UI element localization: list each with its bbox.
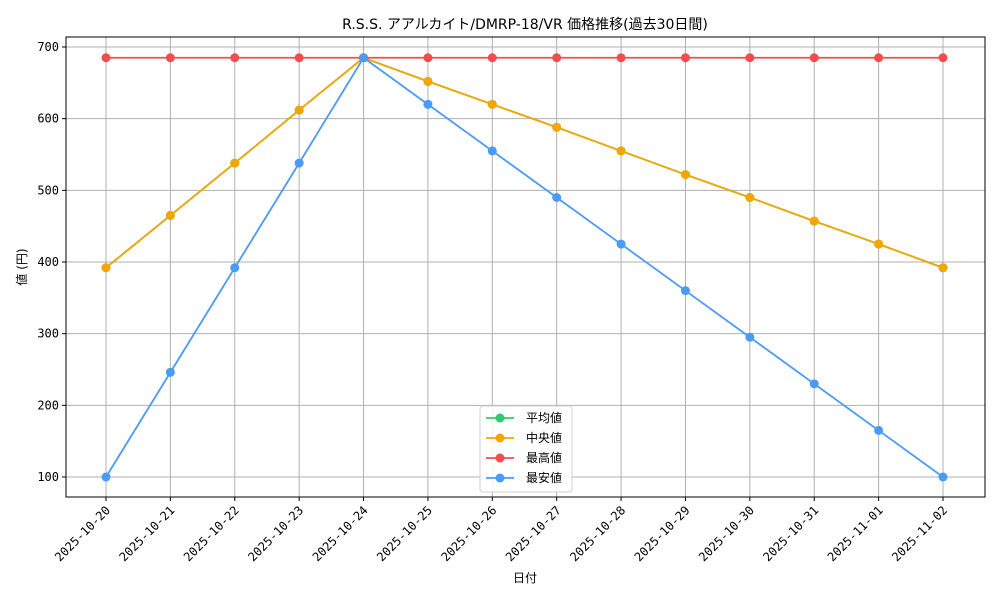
- data-point: [874, 53, 884, 63]
- x-tick-label: 2025-10-25: [374, 503, 435, 564]
- data-point: [938, 472, 948, 482]
- series-平均値: [101, 53, 948, 273]
- legend-label: 中央値: [526, 430, 562, 445]
- y-tick-label: 700: [37, 40, 59, 54]
- y-axis-label: 値 (円): [14, 248, 29, 285]
- x-tick-label: 2025-10-29: [632, 503, 693, 564]
- data-point: [230, 263, 240, 273]
- data-point: [101, 472, 111, 482]
- data-point: [230, 158, 240, 168]
- data-point: [680, 53, 690, 63]
- x-tick-label: 2025-10-28: [567, 503, 628, 564]
- series-line: [105, 56, 944, 478]
- x-tick-label: 2025-10-27: [503, 503, 564, 564]
- y-tick-label: 300: [37, 327, 59, 341]
- x-axis-label: 日付: [513, 571, 537, 585]
- data-point: [616, 53, 626, 63]
- series-line: [105, 56, 944, 269]
- legend-marker-icon: [495, 473, 505, 483]
- legend-marker-icon: [495, 413, 505, 423]
- y-tick-label: 200: [37, 398, 59, 412]
- data-point: [230, 53, 240, 63]
- legend-item: 平均値: [486, 410, 562, 425]
- data-point: [809, 53, 819, 63]
- data-point: [294, 53, 304, 63]
- x-tick-label: 2025-10-31: [760, 503, 821, 564]
- data-point: [423, 76, 433, 86]
- x-tick-label: 2025-10-20: [52, 503, 113, 564]
- legend-item: 中央値: [486, 430, 562, 445]
- legend-box: [479, 405, 573, 493]
- data-point: [616, 239, 626, 249]
- data-point: [874, 425, 884, 435]
- legend-item: 最高値: [486, 450, 562, 465]
- data-point: [745, 53, 755, 63]
- data-point: [809, 216, 819, 226]
- data-point: [165, 53, 175, 63]
- x-axis-ticks: 2025-10-20 2025-10-21 2025-10-22 2025-10-23…: [52, 497, 950, 564]
- data-point: [680, 170, 690, 180]
- data-point: [359, 53, 369, 63]
- data-point: [101, 53, 111, 63]
- data-point: [423, 99, 433, 109]
- data-point: [423, 53, 433, 63]
- x-tick-label: 2025-10-26: [438, 503, 499, 564]
- data-point: [552, 53, 562, 63]
- chart-title: R.S.S. アアルカイト/DMRP-18/VR 価格推移(過去30日間): [342, 17, 708, 33]
- series-中央値: [101, 53, 948, 273]
- legend-marker-icon: [495, 433, 505, 443]
- data-series: [101, 53, 948, 482]
- data-point: [874, 239, 884, 249]
- data-point: [487, 99, 497, 109]
- x-tick-label: 2025-10-24: [310, 503, 371, 564]
- plot-frame: [65, 36, 986, 498]
- y-tick-label: 100: [37, 470, 59, 484]
- data-point: [938, 263, 948, 273]
- legend-label: 平均値: [526, 410, 562, 425]
- data-point: [552, 122, 562, 132]
- data-point: [165, 210, 175, 220]
- y-tick-label: 600: [37, 112, 59, 126]
- legend-label: 最高値: [526, 450, 562, 465]
- x-tick-label: 2025-10-21: [117, 503, 178, 564]
- series-最高値: [101, 53, 948, 63]
- y-tick-label: 400: [37, 255, 59, 269]
- legend-label: 最安値: [526, 470, 562, 485]
- y-axis-ticks: 100 200 300 400 500 600 700: [37, 40, 66, 484]
- series-最安値: [101, 53, 948, 482]
- x-tick-label: 2025-10-22: [181, 503, 242, 564]
- x-tick-label: 2025-10-23: [245, 503, 306, 564]
- x-tick-label: 2025-11-01: [825, 503, 886, 564]
- data-point: [487, 53, 497, 63]
- data-point: [487, 146, 497, 156]
- data-point: [101, 263, 111, 273]
- data-point: [745, 332, 755, 342]
- legend-marker-icon: [495, 453, 505, 463]
- data-point: [745, 193, 755, 202]
- data-point: [809, 379, 819, 389]
- data-point: [165, 367, 175, 377]
- legend-item: 最安値: [486, 470, 562, 485]
- data-point: [294, 158, 304, 168]
- y-tick-label: 500: [37, 183, 59, 197]
- data-point: [680, 286, 690, 296]
- data-point: [552, 193, 562, 202]
- data-point: [616, 146, 626, 156]
- data-point: [294, 105, 304, 115]
- x-tick-label: 2025-11-02: [889, 503, 950, 564]
- data-point: [938, 53, 948, 63]
- x-tick-label: 2025-10-30: [696, 503, 757, 564]
